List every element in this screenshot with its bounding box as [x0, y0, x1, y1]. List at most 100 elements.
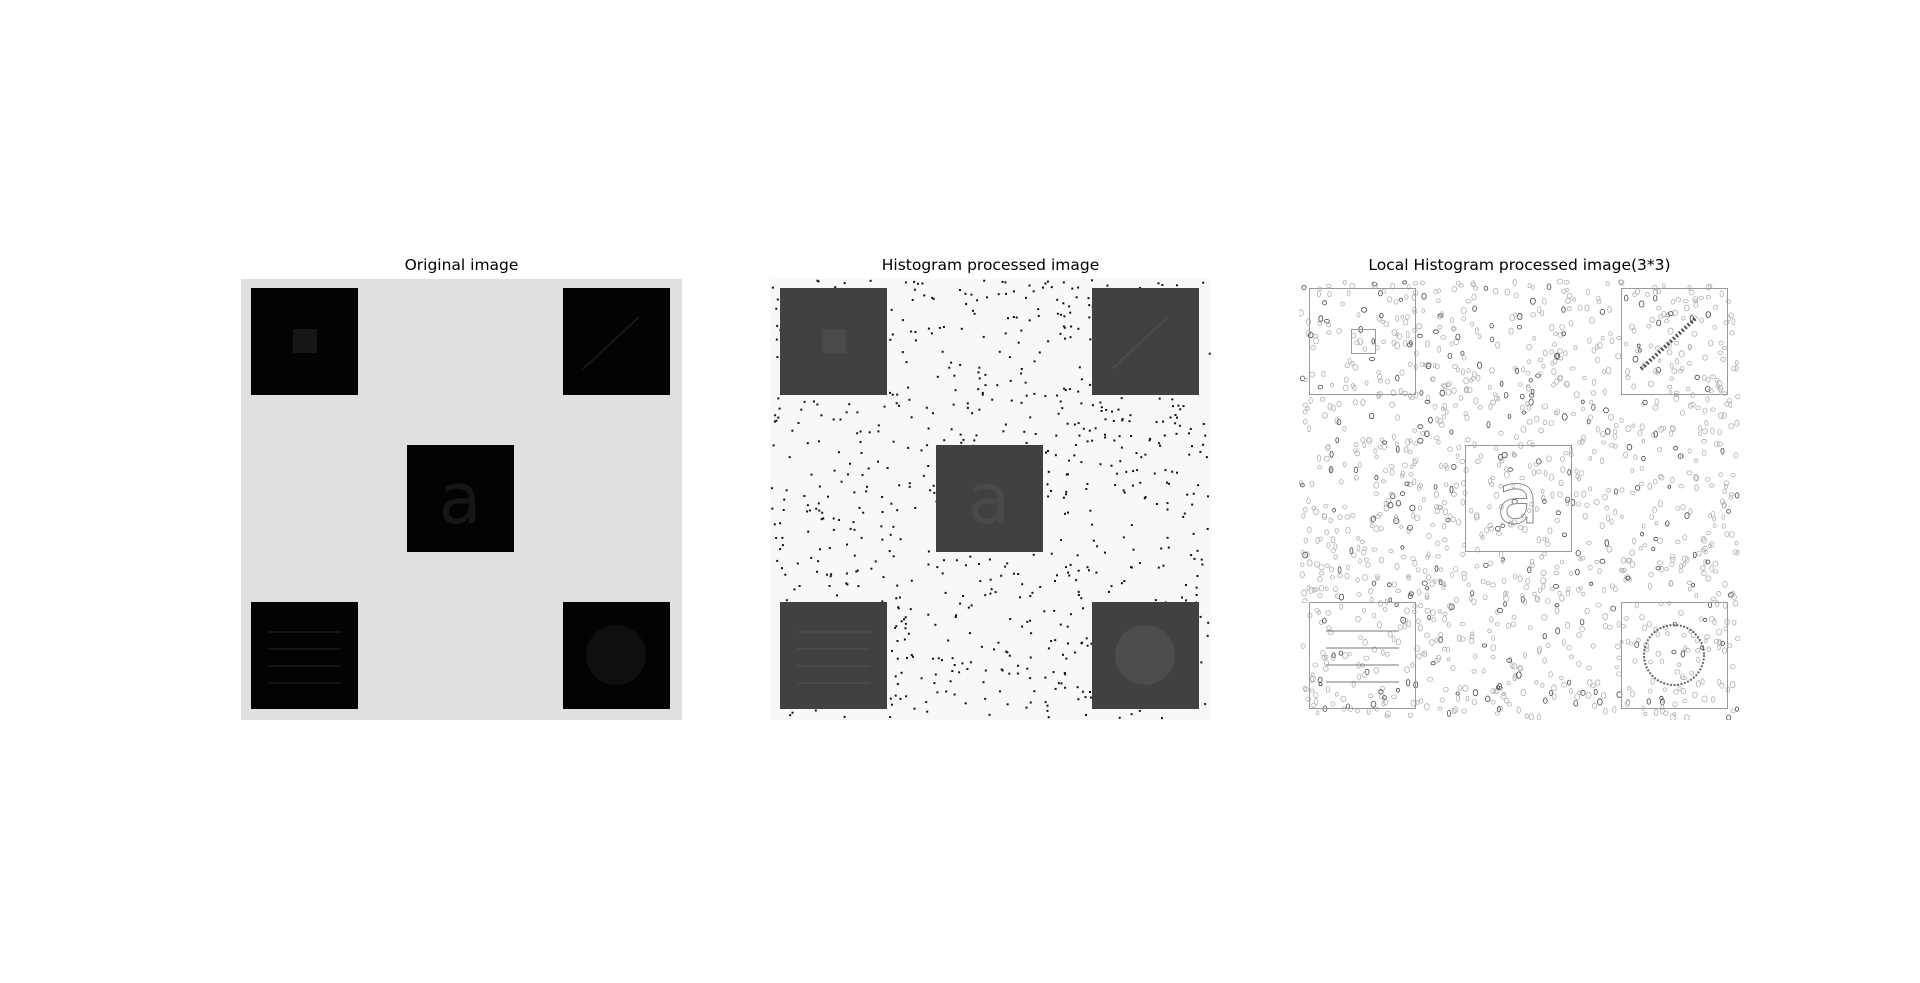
noise-dot: [1158, 442, 1161, 445]
noise-ring: [1441, 500, 1448, 506]
noise-ring: [1501, 577, 1506, 584]
noise-ring: [1527, 566, 1532, 574]
noise-ring: [1469, 634, 1475, 640]
noise-dot: [1104, 418, 1107, 421]
noise-ring: [1443, 508, 1449, 516]
noise-ring: [1535, 469, 1542, 474]
noise-dot: [846, 543, 848, 546]
noise-ring: [1449, 429, 1454, 435]
noise-dot: [1068, 388, 1071, 391]
noise-ring: [1365, 562, 1371, 568]
noise-dot: [1068, 574, 1071, 577]
noise-ring: [1393, 517, 1400, 524]
noise-ring: [1526, 403, 1532, 411]
noise-dot: [927, 465, 930, 467]
noise-ring: [1415, 567, 1421, 573]
noise-dot: [897, 606, 900, 609]
noise-dot: [776, 559, 779, 562]
noise-dot: [903, 638, 906, 641]
noise-dot: [1055, 434, 1058, 437]
noise-ring: [1667, 601, 1672, 606]
noise-ring: [1475, 546, 1480, 553]
noise-ring: [1512, 452, 1517, 458]
noise-ring: [1625, 638, 1631, 645]
noise-dot: [1196, 549, 1199, 552]
noise-ring: [1551, 693, 1557, 701]
noise-ring: [1342, 279, 1347, 285]
noise-ring: [1713, 305, 1719, 310]
noise-dot: [816, 403, 819, 406]
noise-ring: [1482, 594, 1488, 601]
noise-ring: [1721, 502, 1727, 509]
noise-dot: [889, 716, 892, 719]
stripe: [268, 665, 341, 667]
noise-ring: [1489, 481, 1495, 487]
noise-dot: [1172, 405, 1174, 408]
noise-dot: [1090, 696, 1093, 699]
noise-ring: [1339, 603, 1344, 610]
noise-ring: [1653, 430, 1658, 438]
noise-ring: [1670, 556, 1676, 563]
noise-ring: [1734, 492, 1740, 499]
noise-ring: [1512, 674, 1517, 682]
stripe: [268, 631, 341, 633]
noise-ring: [1714, 441, 1720, 448]
noise-ring: [1418, 624, 1423, 632]
noise-ring: [1633, 454, 1638, 461]
noise-ring: [1315, 710, 1320, 715]
noise-ring: [1303, 686, 1309, 693]
noise-dot: [776, 356, 779, 359]
noise-ring: [1590, 390, 1597, 396]
noise-ring: [1456, 634, 1462, 642]
noise-ring: [1408, 472, 1414, 477]
noise-ring: [1673, 445, 1679, 451]
noise-dot: [785, 599, 788, 602]
noise-dot: [1166, 508, 1169, 511]
noise-ring: [1476, 374, 1481, 382]
noise-dot: [1208, 352, 1211, 355]
noise-dot: [897, 607, 900, 610]
noise-ring: [1395, 374, 1400, 382]
noise-ring: [1659, 695, 1664, 701]
noise-dot: [984, 373, 987, 376]
noise-ring: [1538, 371, 1543, 377]
noise-ring: [1602, 623, 1608, 630]
noise-dot: [982, 681, 985, 684]
noise-ring: [1560, 456, 1565, 462]
stripe: [797, 648, 870, 650]
noise-ring: [1648, 571, 1655, 578]
noise-ring: [1446, 621, 1451, 628]
noise-ring: [1464, 437, 1471, 443]
noise-dot: [1077, 594, 1080, 596]
noise-dot: [1080, 597, 1083, 600]
noise-ring: [1708, 339, 1714, 347]
noise-ring: [1507, 413, 1512, 419]
noise-ring: [1639, 465, 1645, 471]
noise-ring: [1603, 407, 1609, 414]
noise-ring: [1438, 636, 1443, 644]
noise-dot: [1076, 686, 1079, 689]
noise-ring: [1450, 317, 1455, 324]
noise-ring: [1411, 512, 1416, 519]
noise-ring: [1638, 546, 1643, 551]
noise-ring: [1313, 691, 1319, 698]
noise-ring: [1497, 462, 1502, 468]
noise-ring: [1400, 314, 1405, 320]
noise-ring: [1512, 573, 1518, 580]
noise-ring: [1371, 580, 1377, 586]
noise-dot: [1067, 571, 1070, 574]
noise-ring: [1706, 376, 1711, 383]
noise-dot: [777, 416, 780, 419]
noise-ring: [1595, 343, 1600, 350]
noise-dot: [869, 279, 872, 282]
noise-ring: [1656, 319, 1662, 327]
noise-ring: [1545, 537, 1550, 543]
noise-ring: [1495, 608, 1500, 616]
noise-ring: [1554, 353, 1560, 359]
noise-ring: [1667, 311, 1674, 316]
noise-ring: [1667, 484, 1672, 489]
noise-dot: [964, 702, 967, 705]
noise-ring: [1713, 569, 1719, 574]
noise-ring: [1625, 425, 1632, 433]
noise-dot: [934, 623, 937, 626]
